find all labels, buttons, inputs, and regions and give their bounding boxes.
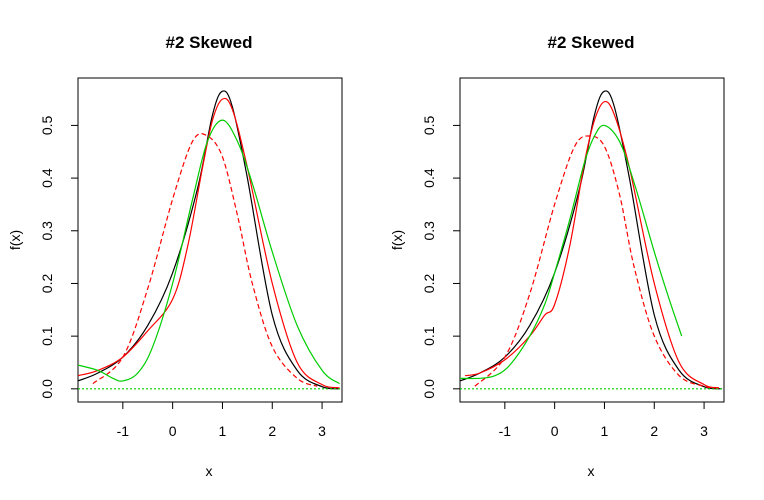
plot-frame (77, 77, 343, 403)
chart-title: #2 Skewed (548, 33, 635, 52)
x-tick-label: -1 (499, 423, 512, 439)
density-curve-4 (78, 119, 340, 385)
y-axis-label: f(x) (389, 230, 405, 250)
density-curve-2 (464, 100, 720, 389)
y-tick-label: 0.5 (39, 115, 55, 135)
density-curve-3 (474, 135, 720, 389)
y-axis-label: f(x) (7, 230, 23, 250)
plot-frame (459, 77, 725, 403)
y-tick-label: 0.2 (39, 274, 55, 294)
y-tick-label: 0.0 (421, 379, 437, 399)
x-tick-label: 2 (268, 423, 276, 439)
y-tick-label: 0.0 (39, 379, 55, 399)
density-curve-4 (460, 124, 683, 380)
y-tick-label: 0.3 (421, 221, 437, 241)
density-curve-3 (92, 133, 318, 387)
y-tick-label: 0.1 (39, 326, 55, 346)
x-tick-label: 2 (650, 423, 658, 439)
x-tick-label: -1 (117, 423, 130, 439)
x-axis-label: x (588, 463, 595, 479)
x-tick-label: 1 (219, 423, 227, 439)
x-tick-label: 0 (551, 423, 559, 439)
density-curve-2 (78, 97, 340, 389)
x-axis-label: x (206, 463, 213, 479)
y-tick-label: 0.1 (421, 326, 437, 346)
left-panel: #2 Skewed x f(x) -1 0 1 2 3 0.0 0.1 0.2 0.3 0.4 0.… (7, 33, 343, 479)
y-tick-label: 0.5 (421, 115, 437, 135)
x-tick-label: 3 (318, 423, 326, 439)
y-tick-label: 0.2 (421, 274, 437, 294)
x-tick-label: 3 (700, 423, 708, 439)
y-tick-label: 0.4 (39, 168, 55, 188)
density-curve-1 (460, 90, 722, 390)
y-tick-label: 0.4 (421, 168, 437, 188)
chart-title: #2 Skewed (166, 33, 253, 52)
x-tick-label: 1 (601, 423, 609, 439)
y-tick-label: 0.3 (39, 221, 55, 241)
right-panel: #2 Skewed x f(x) -1 0 1 2 3 0.0 0.1 0.2 0.3 0.4 0.… (389, 33, 725, 479)
x-tick-label: 0 (169, 423, 177, 439)
